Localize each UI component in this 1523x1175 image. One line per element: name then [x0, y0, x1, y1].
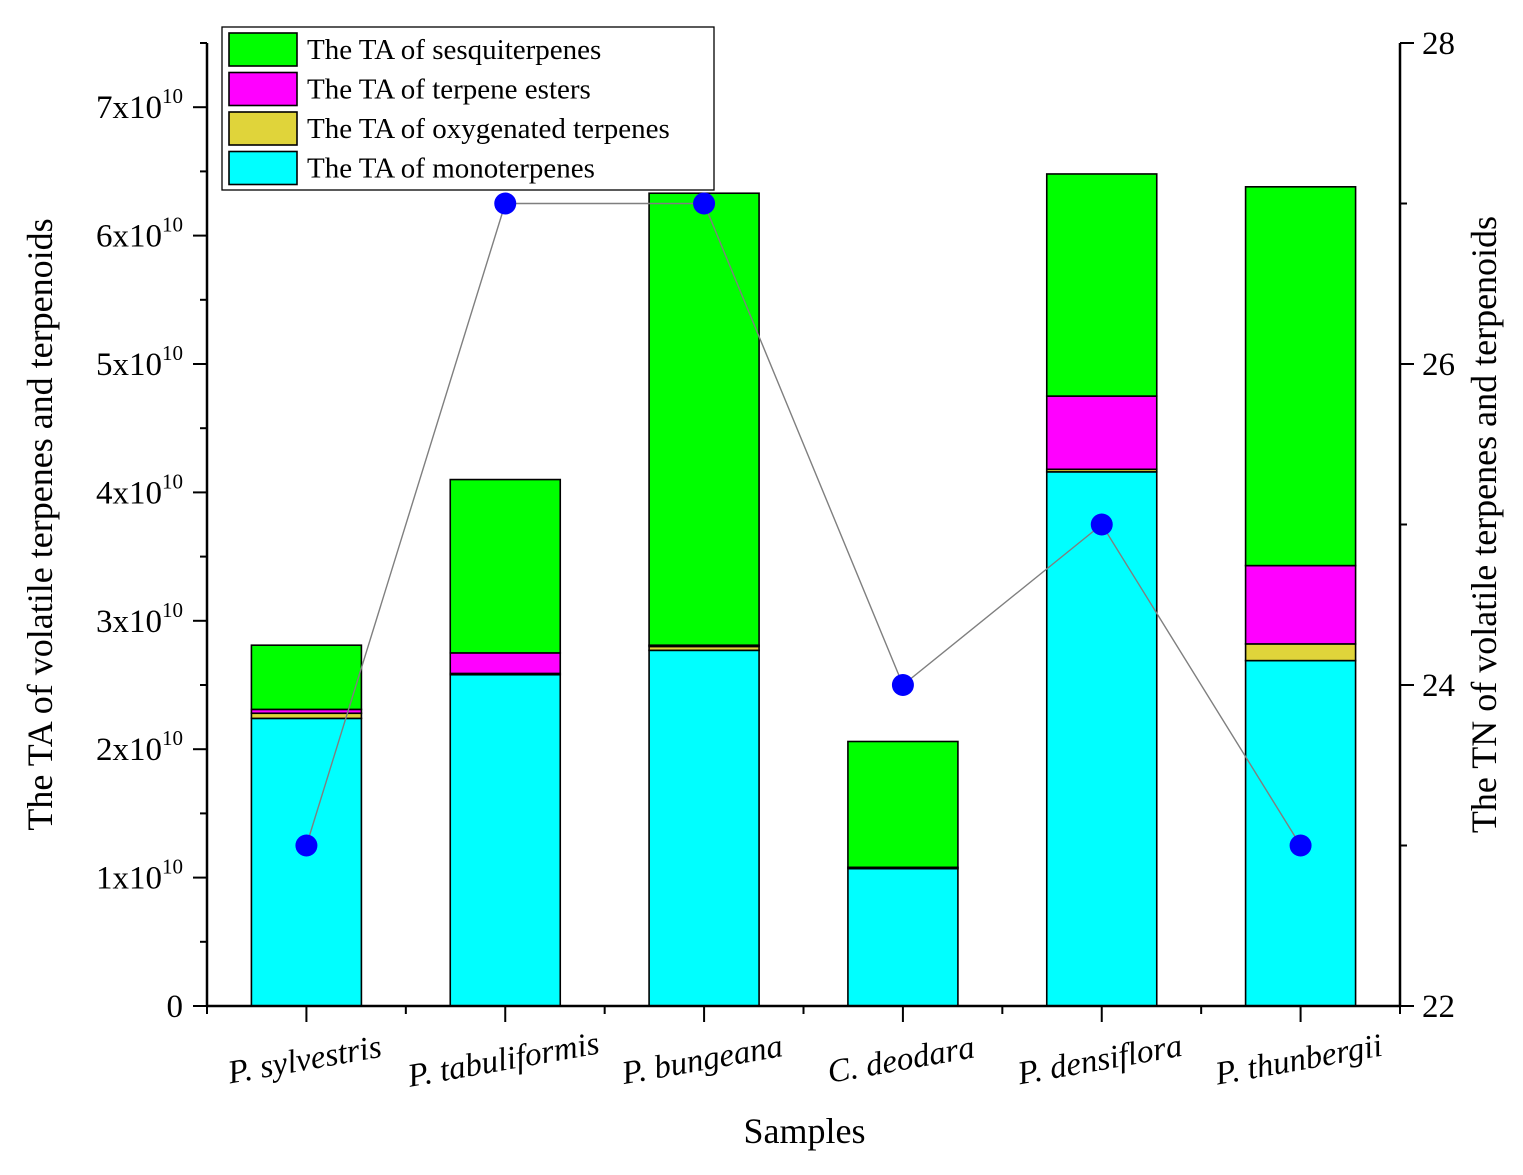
legend-swatch: [228, 71, 298, 107]
y-tick-label: 4x1010: [96, 469, 183, 511]
x-axis-title: Samples: [744, 1111, 866, 1151]
tn-line: [305, 202, 1302, 846]
x-tick-label: P. thunbergii: [1212, 1028, 1385, 1093]
bar-segment: [847, 740, 959, 869]
y2-tick-label: 28: [1422, 26, 1455, 62]
bars-layer: [250, 173, 1357, 1007]
bar-segment: [648, 192, 760, 646]
bar-segment: [250, 717, 363, 1007]
y-tick-label: 6x1010: [96, 213, 183, 255]
bar-segment: [1045, 395, 1158, 471]
bar-segment: [1244, 659, 1357, 1007]
tn-point: [693, 192, 716, 215]
x-tick-label: P. bungeana: [618, 1028, 785, 1092]
y2-tick-label: 24: [1422, 668, 1455, 704]
y-tick-label: 0: [167, 989, 184, 1025]
legend-box: [221, 26, 715, 191]
tn-point: [1289, 834, 1312, 857]
x-tick-label: P. sylvestris: [224, 1029, 384, 1092]
bar-segment: [449, 652, 562, 675]
bar-segment: [449, 478, 562, 654]
y2-tick-label: 26: [1422, 347, 1455, 383]
legend: The TA of sesquiterpenes The TA of terpen…: [221, 26, 715, 191]
y-tick-label: 3x1010: [96, 598, 183, 640]
bar-segment: [1045, 173, 1158, 397]
legend-label: The TA of sesquiterpenes: [307, 34, 601, 66]
tn-point: [1090, 513, 1113, 536]
bar-segment: [1244, 564, 1357, 645]
legend-label: The TA of oxygenated terpenes: [307, 113, 670, 145]
y-tick-label: 5x1010: [96, 341, 183, 383]
y2-axis-title: The TN of volatile terpenes and terpenoi…: [1464, 216, 1504, 833]
y-axis-title: The TA of volatile terpenes and terpenoi…: [20, 218, 60, 830]
bar-segment: [1244, 186, 1357, 567]
legend-swatch: [228, 150, 298, 186]
bar-segment: [1244, 643, 1357, 662]
x-tick-label: P. densiflora: [1014, 1028, 1185, 1092]
bar-segment: [648, 649, 760, 1007]
tn-point: [494, 192, 517, 215]
tn-point: [295, 834, 318, 857]
legend-swatch: [228, 32, 298, 67]
legend-swatch: [228, 111, 298, 146]
bar-segment: [847, 867, 959, 1007]
tn-line-layer: [295, 192, 1312, 857]
bar-segment: [250, 644, 363, 711]
y-tick-label: 1x1010: [96, 855, 183, 897]
y-tick-label: 7x1010: [96, 84, 183, 126]
bar-segment: [449, 673, 562, 1007]
bar-segment: [1045, 471, 1158, 1007]
y2-tick-label: 22: [1422, 989, 1455, 1025]
y-tick-label: 2x1010: [96, 726, 183, 768]
legend-label: The TA of terpene esters: [307, 74, 591, 106]
legend-label: The TA of monoterpenes: [307, 153, 595, 185]
x-tick-label: P. tabuliformis: [404, 1026, 602, 1095]
x-tick-label: C. deodara: [825, 1030, 977, 1091]
tn-point: [891, 674, 914, 696]
